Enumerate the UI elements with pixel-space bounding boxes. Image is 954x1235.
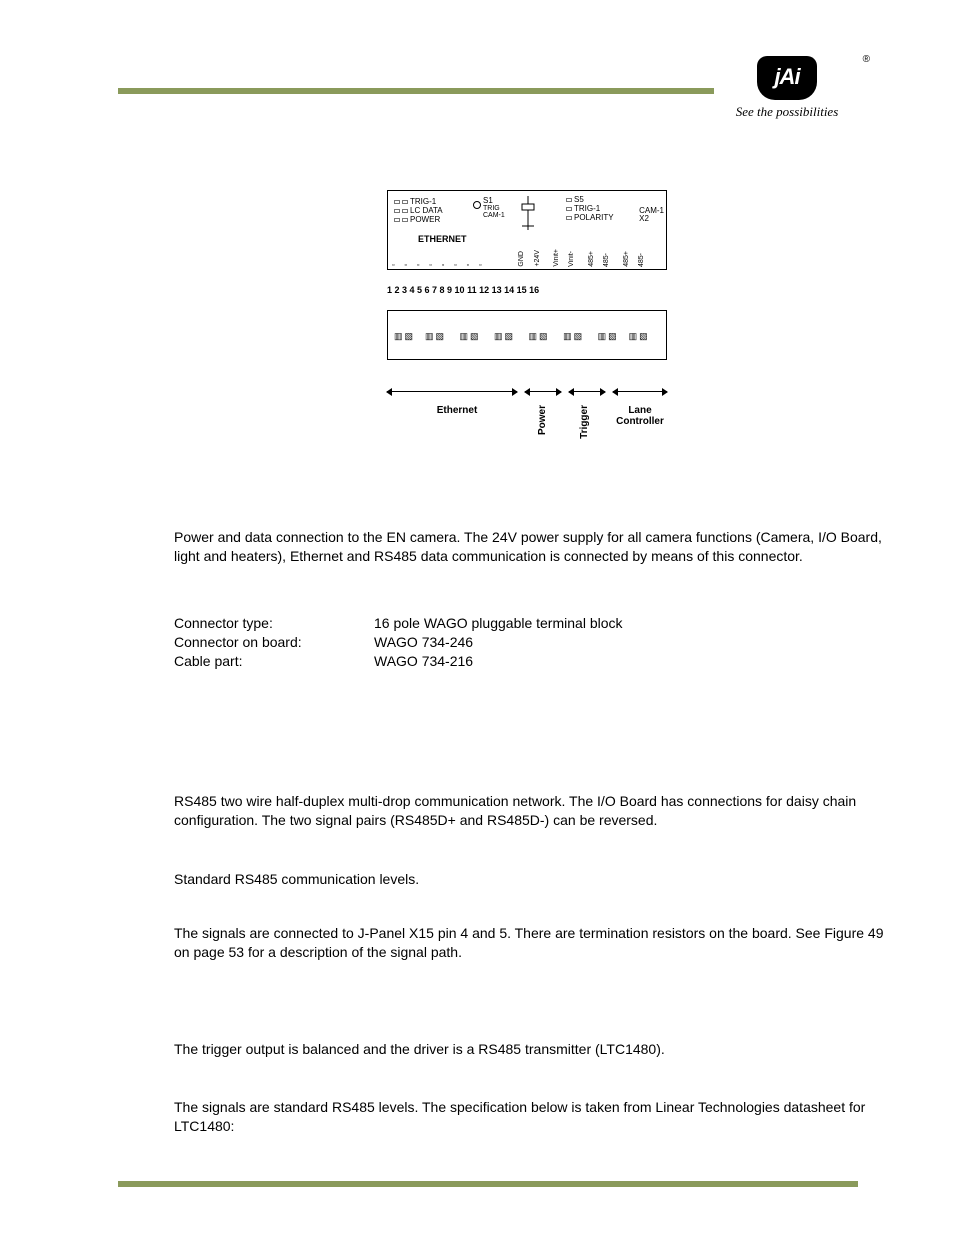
label-s1: S1 [483, 197, 505, 205]
pinlabel-485n-2: 485- [638, 253, 645, 267]
arrow-trigger [569, 391, 605, 392]
spec-value-board: WAGO 734-246 [374, 633, 473, 652]
switch-block-left: TRIG-1 LC DATA POWER [394, 197, 443, 224]
fuse-icon [518, 196, 558, 230]
label-s5: S5 [574, 195, 584, 204]
logo-tagline: See the possibilities [712, 104, 862, 120]
label-power: POWER [410, 215, 440, 224]
paragraph-jpanel: The signals are connected to J-Panel X15… [174, 924, 894, 962]
connector-row: ▥▧ ▥▧ ▥▧ ▥▧ ▥▧ ▥▧ ▥▧ ▥▧ [394, 331, 650, 342]
connector-specs: Connector type: 16 pole WAGO pluggable t… [174, 614, 894, 671]
connector-circle-icon [473, 201, 481, 209]
header-divider [118, 88, 714, 94]
spec-value-type: 16 pole WAGO pluggable terminal block [374, 614, 623, 633]
spec-label-type: Connector type: [174, 614, 374, 633]
logo-icon: jAi [757, 56, 817, 100]
arrow-label-trigger: Trigger [579, 405, 590, 439]
arrow-label-lane-controller: Lane Controller [605, 405, 675, 427]
connector-diagram: TRIG-1 LC DATA POWER ETHERNET S1 TRIG CA… [367, 190, 667, 470]
pinlabel-vinit-n: Vinit- [568, 251, 575, 267]
paragraph-levels: Standard RS485 communication levels. [174, 870, 894, 889]
pinlabel-485n-1: 485- [603, 253, 610, 267]
label-trig1: TRIG-1 [410, 197, 436, 206]
label-polarity: POLARITY [574, 213, 614, 222]
pinlabel-gnd: GND [518, 251, 525, 267]
spec-label-cable: Cable part: [174, 652, 374, 671]
paragraph-rs485: RS485 two wire half-duplex multi-drop co… [174, 792, 894, 830]
arrow-row [387, 385, 667, 397]
logo-text: jAi [757, 64, 817, 90]
registered-mark: ® [863, 54, 870, 65]
paragraph-intro: Power and data connection to the EN came… [174, 528, 894, 566]
arrow-power [525, 391, 561, 392]
pinlabel-485p-2: 485+ [623, 251, 630, 267]
label-lcdata: LC DATA [410, 206, 443, 215]
spec-value-cable: WAGO 734-216 [374, 652, 473, 671]
arrow-label-ethernet: Ethernet [417, 405, 497, 416]
pinlabel-24v: +24V [534, 250, 541, 267]
pin-numbers: 1 2 3 4 5 6 7 8 9 10 11 12 13 14 15 16 [387, 285, 667, 295]
arrow-ethernet [387, 391, 517, 392]
paragraph-trigger: The trigger output is balanced and the d… [174, 1040, 894, 1059]
pinlabel-485p-1: 485+ [588, 251, 595, 267]
label-cam1-x2: CAM-1X2 [639, 207, 664, 223]
logo-block: jAi See the possibilities [712, 56, 862, 120]
label-ethernet-top: ETHERNET [418, 234, 467, 244]
arrow-lane [613, 391, 667, 392]
footer-divider [118, 1181, 858, 1187]
diagram-lower-box: ▥▧ ▥▧ ▥▧ ▥▧ ▥▧ ▥▧ ▥▧ ▥▧ [387, 310, 667, 360]
eth-pins-row: ▫ ▫ ▫ ▫ ▫ ▫ ▫ ▫ [392, 262, 485, 269]
label-s1-block: S1 TRIG CAM-1 [483, 197, 505, 219]
pinlabel-vinit-p: Vinit+ [553, 249, 560, 267]
switch-block-right: S5 TRIG-1 POLARITY [566, 195, 614, 222]
label-trig1-right: TRIG-1 [574, 204, 600, 213]
spec-label-board: Connector on board: [174, 633, 374, 652]
paragraph-ltc1480: The signals are standard RS485 levels. T… [174, 1098, 894, 1136]
diagram-upper-box: TRIG-1 LC DATA POWER ETHERNET S1 TRIG CA… [387, 190, 667, 270]
arrow-label-power: Power [537, 405, 548, 435]
